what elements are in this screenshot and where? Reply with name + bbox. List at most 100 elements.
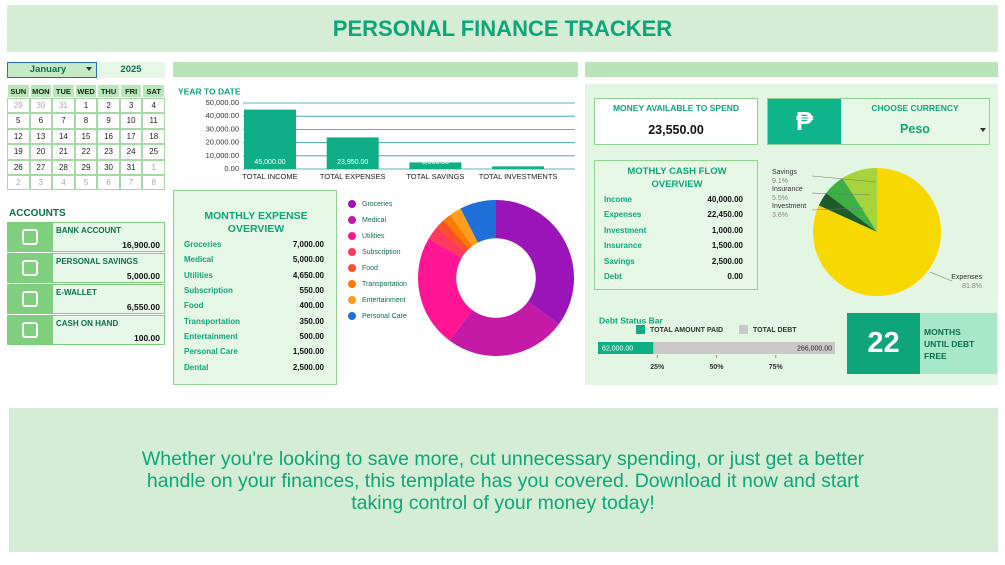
calendar-day[interactable]: 3	[119, 98, 143, 114]
calendar-day[interactable]: 20	[29, 144, 53, 160]
months-label-box: MONTHS UNTIL DEBT FREE	[920, 313, 997, 374]
legend-marker	[348, 296, 356, 304]
pie-slice	[818, 193, 877, 232]
ytd-chart: YEAR TO DATE 0.00 10,000.00 20,000.00 30,000…	[178, 86, 575, 181]
row-label: Groceries	[184, 240, 222, 249]
value-label: 266,000.00	[797, 345, 832, 352]
calendar-day[interactable]: 28	[52, 159, 75, 175]
bar	[326, 137, 379, 169]
row-value: 1,500.00	[292, 347, 324, 357]
header-bar: PERSONAL FINANCE TRACKER	[7, 5, 998, 52]
x-tick-label: 75%	[769, 364, 784, 371]
legend-marker	[636, 325, 645, 334]
expense-panel: MONTHLY EXPENSE OVERVIEW Groceries 7,000.0…	[173, 190, 337, 385]
leader-line	[811, 192, 871, 196]
legend-marker	[348, 264, 356, 272]
account-icon	[7, 253, 52, 283]
calendar-day[interactable]: 15	[74, 128, 98, 145]
pie-value-label: 9.1%	[772, 178, 788, 185]
calendar-day[interactable]: 8	[142, 175, 165, 191]
y-tick-label: 30,000.00	[206, 124, 239, 133]
legend-marker	[348, 280, 356, 288]
calendar-day[interactable]: 8	[74, 113, 98, 129]
calendar-day[interactable]: 23	[97, 144, 120, 160]
calendar-day[interactable]: 24	[119, 144, 143, 160]
calendar-day[interactable]: 26	[7, 159, 30, 175]
months-count: 22	[847, 313, 920, 374]
calendar-day[interactable]: 16	[97, 128, 120, 145]
calendar-day[interactable]: 2	[7, 175, 30, 191]
account-icon	[7, 222, 52, 252]
calendar-day[interactable]: 1	[74, 98, 98, 114]
pie-label: Savings	[772, 169, 797, 176]
row-value: 2,500.00	[292, 362, 324, 372]
chart-title: YEAR TO DATE	[178, 86, 241, 96]
donut-slice	[460, 200, 496, 243]
value-label: 2,000.00	[504, 159, 531, 166]
row-label: Subscription	[184, 286, 233, 296]
calendar-day[interactable]: 18	[142, 128, 165, 145]
calendar-day[interactable]: 22	[74, 144, 98, 160]
calendar-day[interactable]: 7	[52, 113, 75, 129]
account-card: CASH ON HAND 100.00	[52, 315, 165, 345]
calendar-day[interactable]: 4	[52, 175, 75, 191]
calendar-day[interactable]: 12	[7, 128, 30, 145]
row-label: Savings	[604, 256, 635, 266]
bar	[409, 162, 462, 169]
donut-slice	[449, 301, 559, 356]
currency-dropdown[interactable]: Peso	[900, 122, 930, 136]
calendar-day[interactable]: 11	[142, 113, 165, 129]
x-tick-label: TOTAL SAVINGS	[406, 172, 464, 181]
calendar-day[interactable]: 29	[74, 159, 98, 175]
calendar-day[interactable]: 7	[119, 175, 143, 191]
calendar-day[interactable]: 9	[97, 113, 120, 129]
value-label: 45,000.00	[254, 159, 285, 166]
donut-slice	[436, 220, 470, 253]
calendar-day[interactable]: 30	[29, 98, 53, 114]
row-value: 5,000.00	[292, 255, 324, 265]
x-tick-label: TOTAL INVESTMENTS	[479, 172, 558, 181]
calendar-day[interactable]: 2	[97, 98, 120, 114]
calendar-day[interactable]: 6	[97, 175, 120, 191]
calendar-day[interactable]: 3	[29, 175, 53, 191]
calendar-day[interactable]: 19	[7, 144, 30, 160]
calendar-day[interactable]: 5	[7, 113, 30, 129]
calendar-day[interactable]: 25	[142, 144, 165, 160]
calendar-day[interactable]: 30	[97, 159, 120, 175]
calendar-day[interactable]: 29	[7, 98, 30, 114]
pie-slice	[842, 168, 877, 232]
calendar-day[interactable]: 27	[29, 159, 53, 175]
debt-bar: Debt Status Bar TOTAL AMOUNT PAID TOTAL DE…	[598, 315, 835, 371]
debt-bar	[598, 342, 835, 354]
calendar-day[interactable]: 14	[52, 128, 75, 145]
leader-line	[811, 175, 877, 183]
legend-marker	[348, 312, 356, 320]
legend-label: TOTAL AMOUNT PAID	[650, 327, 723, 334]
y-tick-label: 0.00	[224, 164, 239, 173]
calendar-day[interactable]: 6	[29, 113, 53, 129]
calendar-day[interactable]: 4	[142, 98, 165, 114]
calendar-day[interactable]: 10	[119, 113, 143, 129]
currency-symbol: ₱	[768, 99, 841, 144]
legend-label: Personal Care	[362, 313, 407, 320]
calendar-day[interactable]: 31	[52, 98, 75, 114]
calendar-day[interactable]: 5	[74, 175, 98, 191]
calendar-day[interactable]: 21	[52, 144, 75, 160]
legend-label: Food	[362, 265, 378, 272]
pie-value-label: 5.5%	[772, 195, 788, 202]
y-tick-label: 10,000.00	[206, 151, 239, 160]
row-label: Income	[604, 195, 633, 204]
weekday-header: THU	[97, 84, 120, 98]
section-strip	[173, 62, 578, 77]
calendar-day[interactable]: 13	[29, 128, 53, 145]
calendar-day[interactable]: 1	[142, 159, 165, 175]
footer-text: Whether you're looking to save more, cut…	[141, 448, 865, 514]
month-dropdown[interactable]: January	[7, 62, 97, 78]
calendar-day[interactable]: 17	[119, 128, 143, 145]
calendar-day[interactable]: 31	[119, 159, 143, 175]
panel-title: MOTHLY CASH FLOW OVERVIEW	[627, 166, 727, 190]
account-name: PERSONAL SAVINGS	[56, 257, 138, 266]
cash-flow-panel: MOTHLY CASH FLOW OVERVIEW Income 40,000.00…	[594, 160, 758, 290]
row-label: Personal Care	[184, 347, 238, 357]
pie-value-label: 81.8%	[962, 283, 982, 290]
